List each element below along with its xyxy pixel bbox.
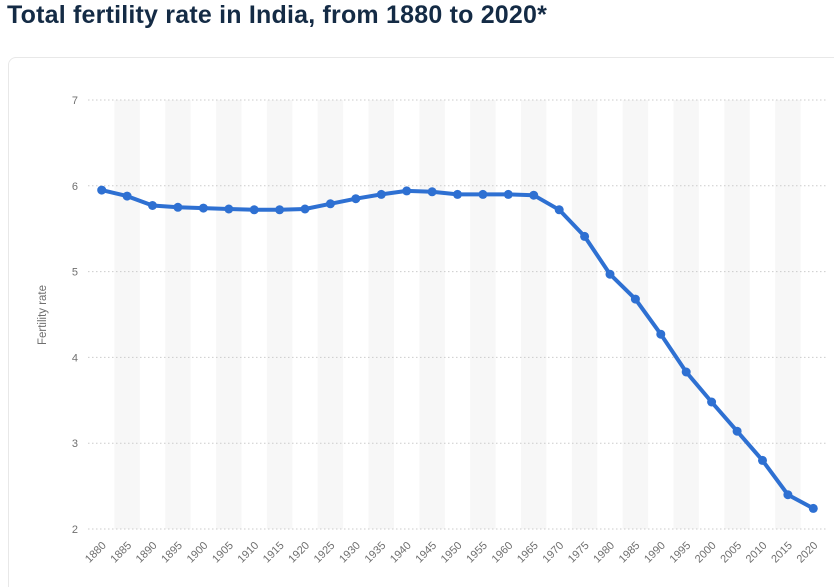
- x-tick-label: 1925: [312, 540, 338, 566]
- chart-title: Total fertility rate in India, from 1880…: [7, 1, 548, 29]
- data-point-2000[interactable]: [707, 397, 717, 407]
- x-tick-label: 1990: [642, 540, 668, 566]
- data-point-1995[interactable]: [681, 367, 691, 377]
- gridlines: [88, 99, 827, 530]
- y-tick-label: 4: [72, 352, 78, 364]
- data-point-1945[interactable]: [427, 187, 437, 197]
- x-tick-label: 1895: [159, 540, 185, 566]
- x-tick-label: 1975: [566, 540, 592, 566]
- data-point-2020[interactable]: [808, 503, 818, 513]
- y-tick-label: 2: [72, 524, 78, 536]
- x-axis-tick-labels: 1880 1885 1890 1895 1900 1905 1910 1915 1920 1925…: [83, 540, 820, 566]
- fertility-rate-line: [99, 188, 816, 511]
- plot-band: [775, 100, 801, 529]
- y-tick-label: 5: [72, 267, 78, 279]
- data-point-1935[interactable]: [376, 189, 386, 199]
- plot-band: [724, 100, 750, 529]
- plot-band: [216, 100, 242, 529]
- x-tick-label: 2015: [769, 540, 795, 566]
- x-tick-label: 1935: [363, 540, 389, 566]
- data-point-2005[interactable]: [732, 426, 742, 436]
- plot-band: [317, 100, 344, 529]
- x-tick-label: 1915: [261, 540, 287, 566]
- data-point-1915[interactable]: [275, 205, 285, 215]
- x-tick-label: 1960: [490, 540, 516, 566]
- x-tick-label: 2010: [744, 540, 770, 566]
- data-point-1900[interactable]: [198, 203, 208, 213]
- data-point-1890[interactable]: [148, 201, 157, 210]
- data-point-1910[interactable]: [249, 205, 259, 215]
- x-tick-label: 1905: [210, 540, 236, 566]
- y-tick-label: 6: [72, 181, 78, 193]
- plot-band: [368, 100, 394, 529]
- x-tick-label: 1970: [541, 540, 567, 566]
- plot-bands: [114, 100, 801, 529]
- data-point-1905[interactable]: [224, 204, 234, 214]
- x-tick-label: 1945: [413, 540, 439, 566]
- x-tick-label: 1980: [591, 540, 617, 566]
- data-point-1985[interactable]: [630, 294, 640, 304]
- plot-band: [114, 100, 140, 529]
- data-point-1970[interactable]: [554, 205, 564, 215]
- data-point-2010[interactable]: [758, 455, 767, 465]
- x-tick-label: 1950: [439, 540, 465, 566]
- plot-band: [165, 100, 191, 529]
- x-tick-label: 1955: [464, 540, 490, 566]
- data-point-1965[interactable]: [529, 190, 539, 200]
- x-tick-label: 1920: [286, 540, 312, 566]
- data-point-1925[interactable]: [325, 199, 335, 209]
- plot-band: [470, 100, 496, 529]
- data-point-1955[interactable]: [478, 189, 488, 199]
- plot-band: [571, 100, 598, 529]
- data-point-1975[interactable]: [580, 231, 590, 241]
- data-point-1885[interactable]: [122, 191, 132, 201]
- plot-band: [673, 100, 699, 529]
- x-tick-label: 1880: [83, 540, 109, 566]
- series-line: [99, 188, 816, 511]
- data-point-1880[interactable]: [97, 185, 107, 195]
- x-tick-label: 1985: [617, 540, 643, 566]
- data-point-1980[interactable]: [605, 269, 615, 279]
- data-point-1990[interactable]: [656, 329, 666, 339]
- y-axis-title: Fertility rate: [37, 285, 49, 345]
- plot-band: [521, 100, 547, 529]
- y-axis-tick-labels: 2 3 4 5 6 7: [72, 95, 78, 536]
- x-tick-label: 2005: [718, 540, 744, 566]
- data-point-1920[interactable]: [300, 204, 310, 214]
- plot-band: [266, 100, 293, 529]
- x-tick-label: 1930: [337, 540, 363, 566]
- plot-band: [419, 100, 445, 529]
- x-tick-label: 1885: [108, 540, 134, 566]
- y-tick-label: 7: [72, 95, 78, 107]
- data-point-1950[interactable]: [453, 189, 462, 199]
- data-point-2015[interactable]: [783, 490, 793, 500]
- x-tick-label: 1940: [388, 540, 414, 566]
- x-tick-label: 2000: [693, 540, 719, 566]
- data-point-1940[interactable]: [402, 186, 412, 196]
- x-tick-label: 1900: [185, 540, 211, 566]
- y-tick-label: 3: [72, 438, 78, 450]
- x-tick-label: 1890: [134, 540, 160, 566]
- data-point-1895[interactable]: [173, 202, 183, 212]
- series-points: [97, 185, 818, 513]
- x-tick-label: 1995: [668, 540, 694, 566]
- plot-band: [622, 100, 649, 529]
- x-tick-label: 1910: [236, 540, 262, 566]
- x-tick-label: 1965: [515, 540, 541, 566]
- data-point-1930[interactable]: [351, 194, 361, 204]
- data-point-1960[interactable]: [503, 189, 513, 199]
- x-tick-label: 2020: [795, 540, 821, 566]
